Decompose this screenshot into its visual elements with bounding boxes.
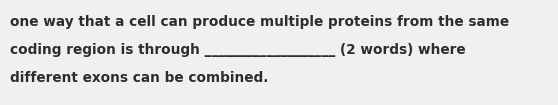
Text: one way that a cell can produce multiple proteins from the same: one way that a cell can produce multiple…	[10, 15, 509, 29]
Text: coding region is through ___________________ (2 words) where: coding region is through _______________…	[10, 43, 465, 57]
Text: different exons can be combined.: different exons can be combined.	[10, 71, 268, 85]
